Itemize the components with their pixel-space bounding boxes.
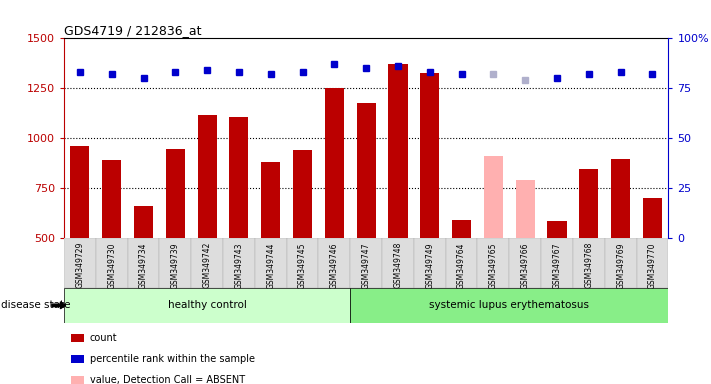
Bar (351, 288, 668, 323)
Text: GSM349768: GSM349768 (584, 242, 593, 288)
Text: GSM349766: GSM349766 (520, 242, 530, 288)
Text: GSM349770: GSM349770 (648, 242, 657, 288)
Bar (166, 149, 185, 238)
Bar (255, 238, 287, 288)
Text: GSM349765: GSM349765 (489, 242, 498, 288)
Bar (293, 150, 312, 238)
Text: systemic lupus erythematosus: systemic lupus erythematosus (429, 300, 589, 310)
Bar (287, 238, 319, 288)
Text: GSM349729: GSM349729 (75, 242, 85, 288)
Bar (478, 238, 509, 288)
Text: percentile rank within the sample: percentile rank within the sample (90, 354, 255, 364)
Text: GSM349742: GSM349742 (203, 242, 212, 288)
Text: GSM349769: GSM349769 (616, 242, 625, 288)
Bar (230, 117, 248, 238)
Text: GSM349739: GSM349739 (171, 242, 180, 288)
Text: healthy control: healthy control (168, 300, 247, 310)
Bar (541, 238, 573, 288)
Bar (223, 238, 255, 288)
Bar (198, 115, 217, 238)
Text: disease state: disease state (1, 300, 70, 310)
Bar (605, 238, 636, 288)
Text: GSM349743: GSM349743 (235, 242, 243, 288)
Bar (547, 221, 567, 238)
Bar (70, 146, 90, 238)
Text: GSM349746: GSM349746 (330, 242, 339, 288)
Bar (351, 238, 382, 288)
Bar (420, 73, 439, 238)
Bar (127, 238, 159, 288)
Text: GSM349730: GSM349730 (107, 242, 116, 288)
Text: GSM349749: GSM349749 (425, 242, 434, 288)
Bar (579, 169, 599, 238)
Bar (357, 103, 375, 238)
Bar (191, 238, 223, 288)
Bar (452, 220, 471, 238)
Bar (102, 160, 122, 238)
Bar (611, 159, 630, 238)
Bar (96, 238, 127, 288)
Text: count: count (90, 333, 117, 343)
Bar (64, 288, 351, 323)
Bar (509, 238, 541, 288)
Bar (636, 238, 668, 288)
Text: GSM349748: GSM349748 (393, 242, 402, 288)
Bar (64, 238, 96, 288)
Bar (643, 198, 662, 238)
Text: GSM349747: GSM349747 (362, 242, 370, 288)
Bar (261, 162, 280, 238)
Text: value, Detection Call = ABSENT: value, Detection Call = ABSENT (90, 375, 245, 384)
Text: GSM349744: GSM349744 (266, 242, 275, 288)
Text: GSM349745: GSM349745 (298, 242, 307, 288)
Text: GSM349764: GSM349764 (457, 242, 466, 288)
Bar (159, 238, 191, 288)
Bar (382, 238, 414, 288)
Bar (319, 238, 351, 288)
Bar (414, 238, 446, 288)
Text: GDS4719 / 212836_at: GDS4719 / 212836_at (64, 24, 201, 37)
Bar (446, 238, 478, 288)
Text: GSM349734: GSM349734 (139, 242, 148, 288)
Bar (573, 238, 605, 288)
Bar (484, 156, 503, 238)
Bar (325, 88, 344, 238)
Bar (134, 206, 153, 238)
Bar (515, 180, 535, 238)
Bar (388, 65, 407, 238)
Text: GSM349767: GSM349767 (552, 242, 562, 288)
